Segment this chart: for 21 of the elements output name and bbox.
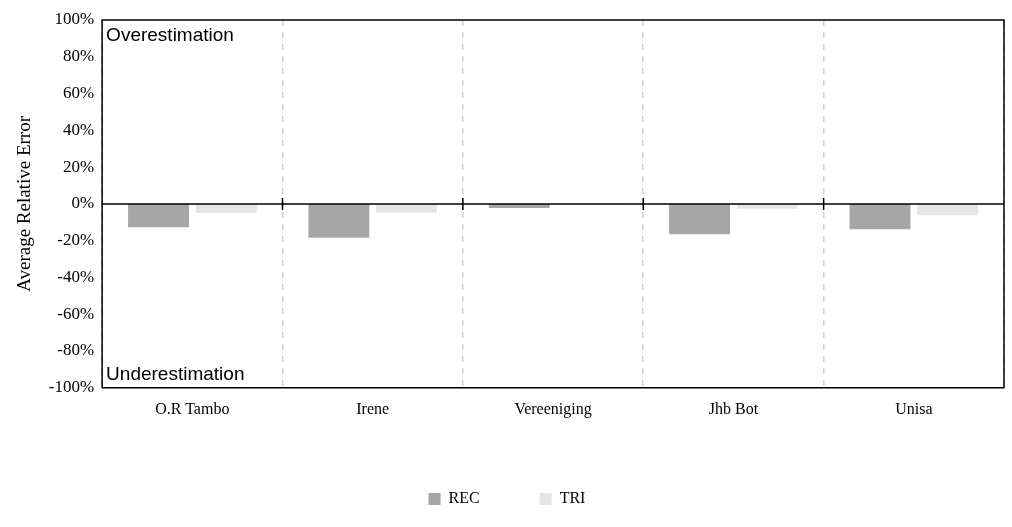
- x-tick-label: Vereeniging: [514, 399, 592, 418]
- y-axis-title: Average Relative Error: [13, 115, 35, 292]
- y-tick-label: -40%: [57, 266, 95, 286]
- y-tick-label: -20%: [57, 230, 95, 250]
- y-tick-label: -60%: [57, 303, 95, 323]
- x-tick-label: O.R Tambo: [155, 399, 230, 417]
- y-tick-label: -100%: [48, 377, 95, 397]
- y-tick-label: -80%: [57, 340, 95, 360]
- y-tick-label: 0%: [71, 193, 95, 213]
- legend-label: REC: [448, 489, 480, 507]
- y-tick-label: 60%: [62, 83, 95, 103]
- y-tick-label: 80%: [62, 46, 95, 66]
- x-tick-label: Unisa: [895, 399, 933, 417]
- annotation: Underestimation: [106, 362, 245, 384]
- y-tick-label: 100%: [54, 9, 95, 29]
- x-tick-label: Jhb Bot: [708, 399, 759, 417]
- y-tick-label: 20%: [62, 156, 95, 176]
- annotation: Overestimation: [106, 23, 234, 45]
- x-tick-label: Irene: [356, 399, 390, 417]
- legend-label: TRI: [559, 489, 586, 507]
- y-tick-label: 40%: [62, 119, 95, 139]
